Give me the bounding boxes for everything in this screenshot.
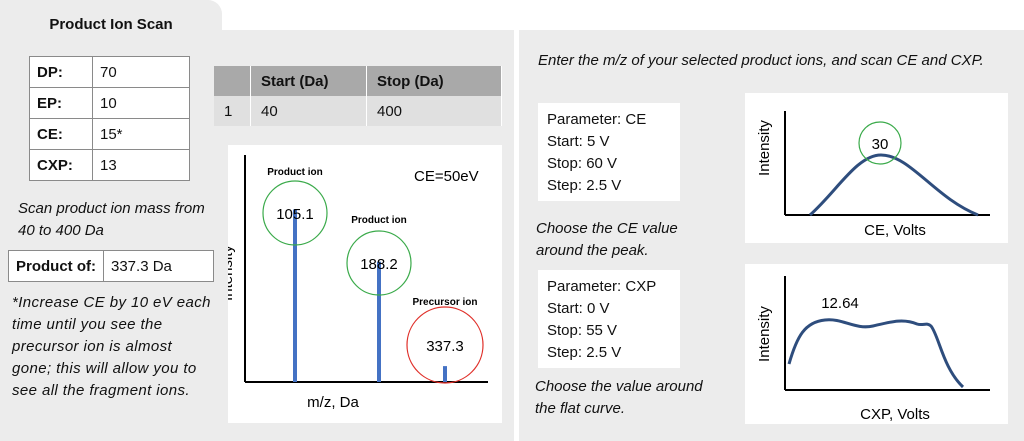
peak-mz-label: 105.1	[276, 206, 314, 223]
param-row-dp: DP: 70	[29, 56, 190, 88]
parameter-table: DP: 70 EP: 10 CE: 15* CXP: 13	[29, 56, 190, 181]
x-axis-label: m/z, Da	[307, 394, 359, 411]
y-axis-label: Intensity	[756, 306, 773, 362]
cell-start: 40	[250, 96, 367, 126]
param-key: DP:	[29, 56, 93, 88]
tab-title: Product Ion Scan	[49, 16, 173, 33]
param-value: 70	[92, 56, 190, 88]
peak-bar	[377, 261, 381, 382]
scan-range-header-row: Start (Da) Stop (Da)	[214, 66, 502, 96]
cxp-param-line: Start: 0 V	[547, 300, 610, 317]
spectrum-box: Intensity m/z, Da CE=50eV 105.1 Product i…	[219, 145, 502, 423]
cxp-chart-box: 12.64 Intensity CXP, Volts	[745, 264, 1008, 424]
product-of-label: Product of:	[9, 251, 104, 281]
peak-circle	[406, 306, 484, 384]
ce-param-line: Stop: 60 V	[547, 155, 618, 172]
param-row-ce: CE: 15*	[29, 118, 190, 150]
cell-stop: 400	[366, 96, 502, 126]
product-of-field: Product of: 337.3 Da	[8, 250, 214, 282]
param-key: CE:	[29, 118, 93, 150]
ce-peak-label: 30	[872, 136, 889, 153]
peak-circle	[262, 180, 328, 246]
cxp-parameter-box: Parameter: CXP Start: 0 V Stop: 55 V Ste…	[538, 270, 680, 368]
ce-param-line: Step: 2.5 V	[547, 177, 622, 194]
peak-group: 105.1 Product ion 188.2 Product ion 337.3 Pre…	[262, 167, 484, 384]
column-header-index	[214, 66, 251, 96]
peak-bar	[293, 209, 297, 382]
instruction-text: Enter the m/z of your selected product i…	[538, 52, 984, 69]
peak-name-label: Precursor ion	[412, 297, 477, 308]
ce-parameter-box: Parameter: CE Start: 5 V Stop: 60 V Step…	[538, 103, 680, 201]
x-axis-label: CXP, Volts	[860, 406, 930, 423]
y-axis-label: Intensity	[756, 120, 773, 176]
panel-divider	[514, 30, 519, 441]
cxp-chart: 12.64 Intensity CXP, Volts	[756, 276, 990, 423]
y-axis-label: Intensity	[228, 245, 236, 301]
cxp-curve	[787, 318, 965, 389]
peak-mz-label: 337.3	[426, 338, 464, 355]
param-key: EP:	[29, 87, 93, 119]
ce-choose-note: Choose the CE value around the peak.	[536, 220, 678, 259]
param-key: CXP:	[29, 149, 93, 181]
cxp-choose-note: Choose the value around the flat curve.	[535, 378, 703, 417]
increase-ce-note: *Increase CE by 10 eV each time until yo…	[12, 294, 211, 399]
ce-param-line: Start: 5 V	[547, 133, 610, 150]
param-value: 10	[92, 87, 190, 119]
cxp-param-line: Stop: 55 V	[547, 322, 618, 339]
mass-spectrum: Intensity m/z, Da CE=50eV 105.1 Product i…	[219, 155, 488, 411]
param-row-cxp: CXP: 13	[29, 149, 190, 181]
cell-index: 1	[214, 96, 251, 126]
ce-peak-circle	[858, 121, 902, 165]
param-value: 15*	[92, 118, 190, 150]
peak-bar	[443, 366, 447, 382]
peak-mz-label: 188.2	[360, 256, 398, 273]
peak-name-label: Product ion	[351, 215, 407, 226]
ce-value-label: CE=50eV	[414, 168, 479, 185]
cxp-peak-label: 12.64	[821, 295, 859, 312]
scan-range-table: Start (Da) Stop (Da) 1 40 400	[214, 66, 502, 126]
x-axis-label: CE, Volts	[864, 222, 926, 239]
param-row-ep: EP: 10	[29, 87, 190, 119]
cxp-param-line: Step: 2.5 V	[547, 344, 622, 361]
param-value: 13	[92, 149, 190, 181]
ce-chart-box: 30 Intensity CE, Volts	[745, 93, 1008, 243]
table-row: 1 40 400	[214, 96, 502, 126]
peak-name-label: Product ion	[267, 167, 323, 178]
ce-curve	[809, 153, 979, 217]
product-of-value: 337.3 Da	[111, 257, 172, 275]
ce-chart: 30 Intensity CE, Volts	[756, 111, 990, 239]
cxp-param-line: Parameter: CXP	[547, 278, 657, 295]
column-header-start: Start (Da)	[250, 66, 367, 96]
scan-range-note: Scan product ion mass from 40 to 400 Da	[18, 200, 205, 239]
peak-circle	[346, 230, 412, 296]
column-header-stop: Stop (Da)	[366, 66, 502, 96]
ce-param-line: Parameter: CE	[547, 111, 647, 128]
